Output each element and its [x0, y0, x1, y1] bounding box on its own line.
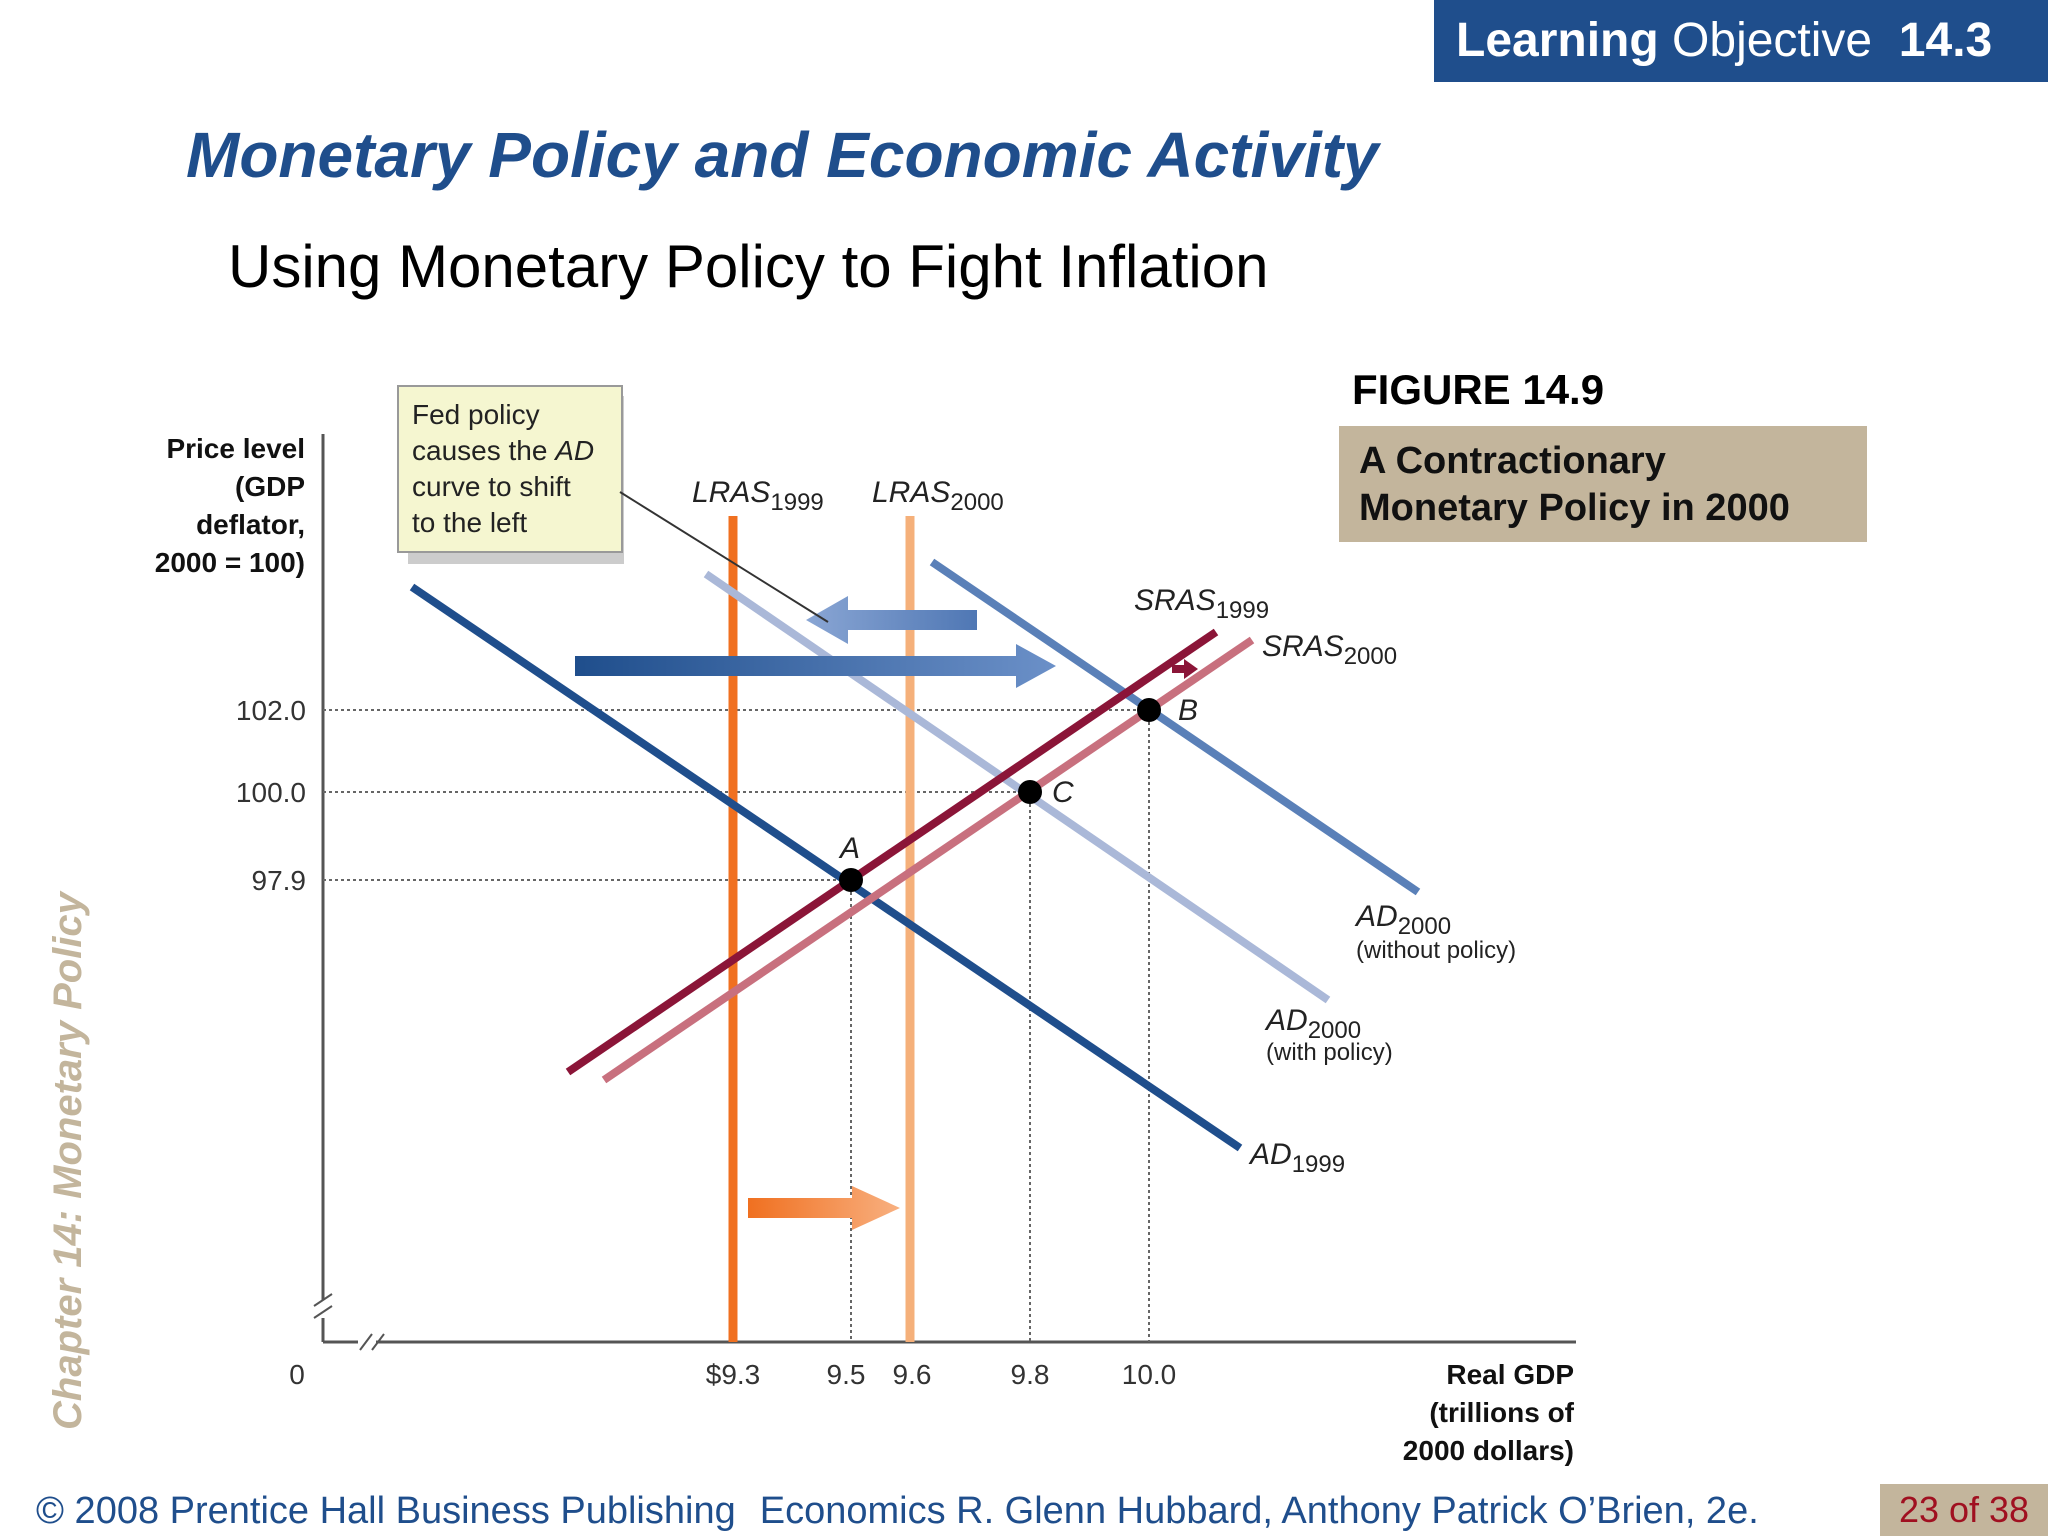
y-axis-label-line: deflator,: [196, 509, 305, 540]
lo-bold-text: Learning: [1456, 14, 1659, 67]
lras-2000-label: LRAS2000: [872, 476, 1004, 516]
curve-labels: LRAS1999 LRAS2000 SRAS1999 SRAS2000 AD19…: [692, 476, 1451, 1178]
ad-1999-label: AD1999: [1248, 1138, 1345, 1178]
figure-caption-line1: A Contractionary: [1359, 440, 1666, 482]
page-number: 23 of 38: [1880, 1484, 2048, 1536]
x-tick-label: 9.5: [827, 1359, 866, 1390]
ad-2000-with-note: (with policy): [1266, 1039, 1393, 1066]
x-axis-label-line: 2000 dollars): [1403, 1435, 1574, 1466]
lras-shift-arrow: [748, 1186, 900, 1230]
point-c: [1018, 780, 1042, 804]
y-tick-labels: 102.0 100.0 97.9: [236, 695, 306, 896]
y-axis-label-line: 2000 = 100): [155, 547, 305, 578]
x-tick-label: 9.8: [1011, 1359, 1050, 1390]
x-tick-labels: $9.3 9.5 9.6 9.8 10.0: [706, 1359, 1177, 1390]
x-tick-label: 10.0: [1122, 1359, 1177, 1390]
ad-2000-with-label: AD2000: [1264, 1004, 1361, 1044]
equilibrium-points: [839, 698, 1161, 892]
sras-2000-label: SRAS2000: [1262, 630, 1397, 670]
x-axis-label: Real GDP (trillions of 2000 dollars): [1403, 1359, 1575, 1466]
footer-text: © 2008 Prentice Hall Business Publishing…: [36, 1490, 1783, 1533]
point-b: [1137, 698, 1161, 722]
callout-pointer: [619, 491, 829, 623]
ad-2000-with-policy-line: [703, 570, 1331, 1004]
point-labels: A C B: [838, 694, 1198, 865]
learning-objective-badge: Learning Objective 14.3: [1434, 0, 2048, 82]
sras-1999-line: [565, 628, 1219, 1076]
figure-caption: A Contractionary Monetary Policy in 2000: [1339, 426, 1867, 542]
ad-1999-line: [409, 583, 1243, 1152]
callout-line: causes the AD: [412, 435, 594, 466]
y-axis-break: [313, 1293, 333, 1319]
sras-shift-arrow: [1172, 659, 1198, 679]
callout-text: Fed policy causes the AD curve to shift …: [412, 399, 594, 538]
y-tick-label: 97.9: [252, 865, 307, 896]
figure-label: FIGURE 14.9: [1352, 366, 1605, 413]
x-axis-label-line: Real GDP: [1446, 1359, 1574, 1390]
slide-title: Monetary Policy and Economic Activity: [186, 119, 1379, 191]
callout-line: curve to shift: [412, 471, 571, 502]
point-a: [839, 868, 863, 892]
callout-line: to the left: [412, 507, 527, 538]
y-axis-label-line: Price level: [166, 433, 305, 464]
y-tick-label: 102.0: [236, 695, 306, 726]
slide-subtitle: Using Monetary Policy to Fight Inflation: [228, 233, 1269, 300]
ad-shift-left-arrow: [806, 596, 977, 644]
y-tick-label: 100.0: [236, 777, 306, 808]
lo-number: 14.3: [1898, 14, 1993, 67]
sras-1999-label: SRAS1999: [1134, 584, 1269, 624]
y-axis-label-line: (GDP: [235, 471, 305, 502]
callout-line: Fed policy: [412, 399, 540, 430]
x-tick-label: 9.6: [893, 1359, 932, 1390]
footer-copyright: © 2008 Prentice Hall Business Publishing: [36, 1490, 736, 1532]
ad-2000-without-policy-line: [929, 558, 1421, 896]
point-b-label: B: [1178, 694, 1198, 727]
footer-book: Economics R. Glenn Hubbard, Anthony Patr…: [759, 1490, 1759, 1532]
lras-1999-label: LRAS1999: [692, 476, 824, 516]
curve-notes: (without policy) (with policy): [1266, 937, 1516, 1066]
lo-rest-text: Objective: [1672, 14, 1873, 67]
point-c-label: C: [1052, 776, 1074, 809]
callout-box: [397, 385, 623, 553]
x-tick-label: $9.3: [706, 1359, 761, 1390]
figure-caption-line2: Monetary Policy in 2000: [1359, 487, 1790, 529]
x-axis-break: [359, 1333, 385, 1351]
x-axis-label-line: (trillions of: [1429, 1397, 1574, 1428]
ad-shift-right-arrow: [575, 644, 1056, 688]
origin-label: 0: [289, 1359, 305, 1390]
ad-2000-without-label: AD2000: [1354, 900, 1451, 940]
ad-2000-without-note: (without policy): [1356, 937, 1516, 964]
y-axis-label: Price level (GDP deflator, 2000 = 100): [155, 433, 305, 578]
point-a-label: A: [838, 832, 860, 865]
